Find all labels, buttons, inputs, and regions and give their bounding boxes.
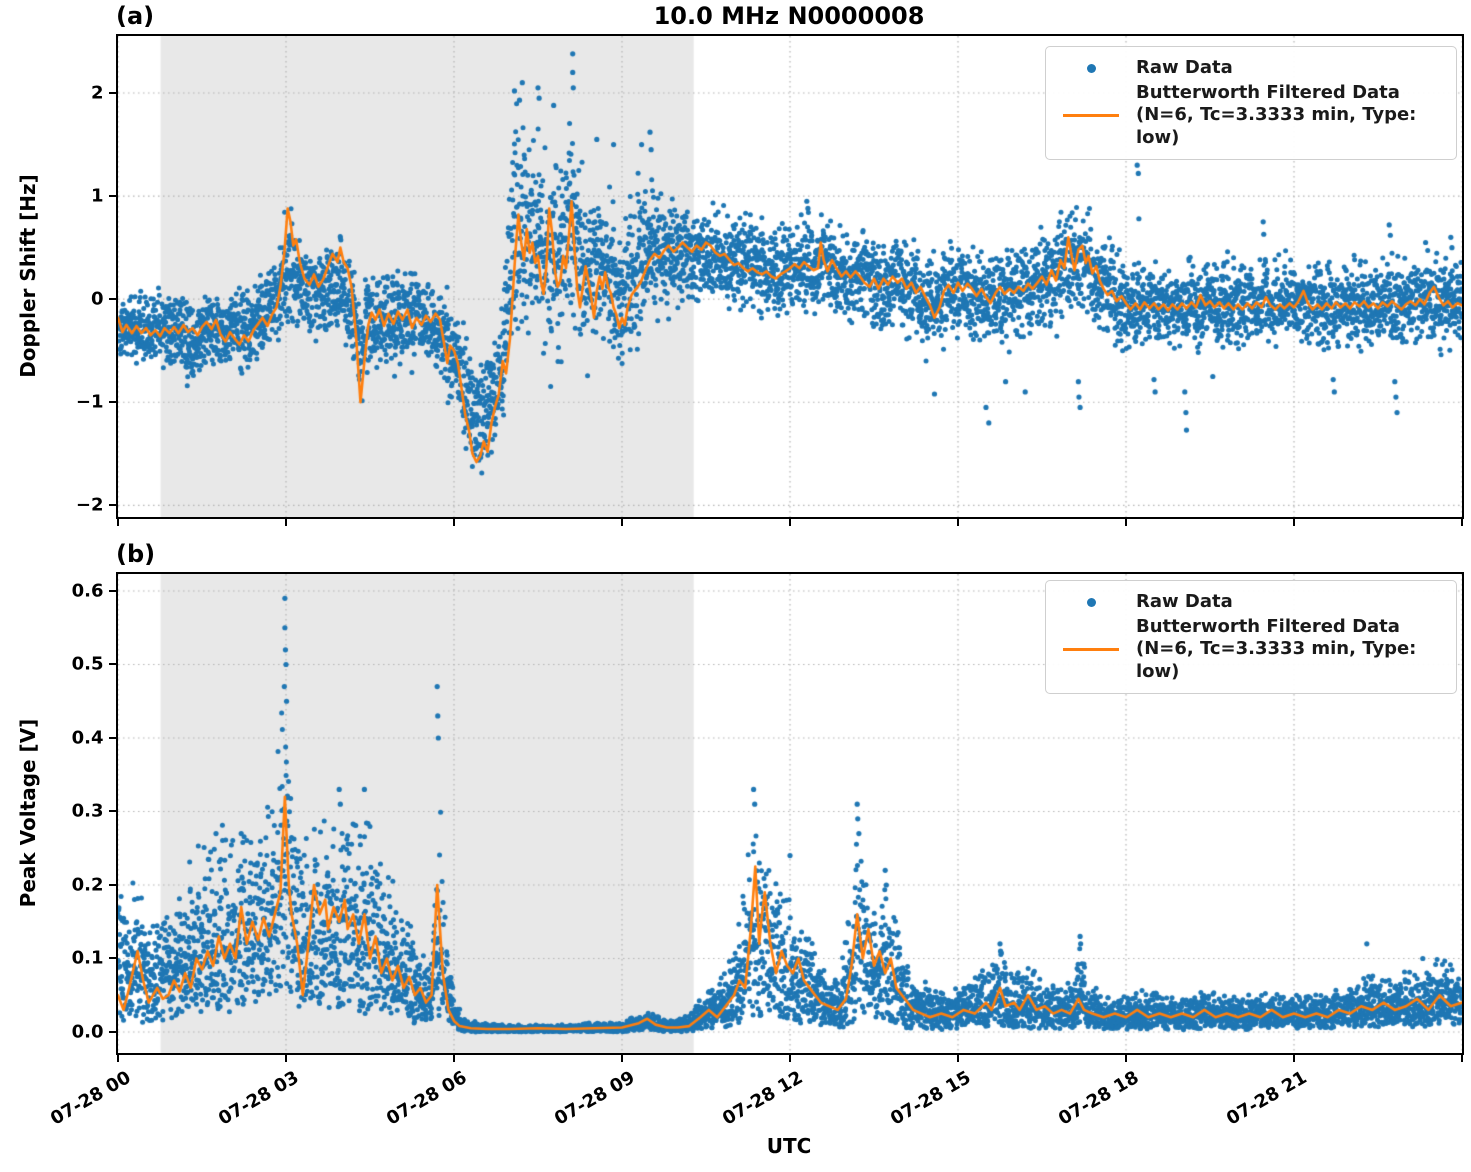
tick-mark bbox=[116, 1055, 119, 1062]
tick-mark bbox=[108, 883, 116, 886]
x-tick-label: 07-28 03 bbox=[214, 1067, 302, 1130]
y-tick-label-b: 0.4 bbox=[71, 727, 104, 749]
raw-data-marker-icon bbox=[1060, 597, 1122, 607]
legend-raw-label: Raw Data bbox=[1136, 57, 1233, 78]
x-axis-label: UTC bbox=[766, 1134, 812, 1158]
tick-mark bbox=[1460, 1055, 1463, 1062]
x-tick-label: 07-28 15 bbox=[886, 1067, 974, 1130]
y-tick-label-b: 0.2 bbox=[71, 874, 104, 896]
figure-title: 10.0 MHz N0000008 bbox=[653, 2, 925, 30]
legend-entry-filtered-data: Butterworth Filtered Data (N=6, Tc=3.333… bbox=[1060, 616, 1442, 684]
tick-mark bbox=[452, 1055, 455, 1062]
tick-mark bbox=[108, 298, 116, 301]
tick-mark bbox=[620, 519, 623, 526]
tick-mark bbox=[788, 519, 791, 526]
tick-mark bbox=[116, 519, 119, 526]
y-tick-label-a: 2 bbox=[90, 82, 104, 104]
tick-mark bbox=[1292, 519, 1295, 526]
y-tick-label-a: 0 bbox=[90, 288, 104, 310]
tick-mark bbox=[284, 519, 287, 526]
tick-mark bbox=[108, 736, 116, 739]
tick-mark bbox=[108, 810, 116, 813]
y-tick-label-b: 0.1 bbox=[71, 947, 104, 969]
legend-entry-raw-data: Raw Data bbox=[1060, 591, 1442, 614]
tick-mark bbox=[108, 589, 116, 592]
panel-b-label: (b) bbox=[116, 540, 156, 568]
raw-data-marker-icon bbox=[1060, 63, 1122, 73]
y-tick-label-b: 0.3 bbox=[71, 800, 104, 822]
tick-mark bbox=[108, 663, 116, 666]
legend-filtered-sublabel: (N=6, Tc=3.3333 min, Type: low) bbox=[1136, 104, 1417, 148]
legend-filtered-label: Butterworth Filtered Data bbox=[1136, 615, 1400, 637]
tick-mark bbox=[284, 1055, 287, 1062]
y-tick-label-b: 0.6 bbox=[71, 580, 104, 602]
x-tick-label: 07-28 09 bbox=[550, 1067, 638, 1130]
filtered-line-swatch-icon bbox=[1060, 113, 1122, 117]
panel-b-legend: Raw Data Butterworth Filtered Data (N=6,… bbox=[1045, 580, 1457, 694]
y-tick-label-a: 1 bbox=[90, 185, 104, 207]
tick-mark bbox=[956, 519, 959, 526]
tick-mark bbox=[1124, 519, 1127, 526]
legend-raw-label: Raw Data bbox=[1136, 591, 1233, 612]
tick-mark bbox=[620, 1055, 623, 1062]
panel-b-y-axis-label: Peak Voltage [V] bbox=[16, 718, 40, 908]
tick-mark bbox=[1292, 1055, 1295, 1062]
x-tick-label: 07-28 18 bbox=[1054, 1067, 1142, 1130]
x-tick-label: 07-28 00 bbox=[46, 1067, 134, 1130]
tick-mark bbox=[108, 195, 116, 198]
tick-mark bbox=[108, 1030, 116, 1033]
tick-mark bbox=[108, 504, 116, 507]
tick-mark bbox=[452, 519, 455, 526]
y-tick-label-b: 0.0 bbox=[71, 1021, 104, 1043]
legend-entry-filtered-data: Butterworth Filtered Data (N=6, Tc=3.333… bbox=[1060, 82, 1442, 150]
legend-filtered-label: Butterworth Filtered Data bbox=[1136, 81, 1400, 103]
tick-mark bbox=[788, 1055, 791, 1062]
tick-mark bbox=[108, 92, 116, 94]
tick-mark bbox=[1460, 519, 1463, 526]
panel-a-legend: Raw Data Butterworth Filtered Data (N=6,… bbox=[1045, 46, 1457, 160]
x-tick-label: 07-28 12 bbox=[718, 1067, 806, 1130]
tick-mark bbox=[108, 401, 116, 404]
y-tick-label-a: −2 bbox=[75, 494, 104, 516]
tick-mark bbox=[108, 957, 116, 960]
legend-filtered-sublabel: (N=6, Tc=3.3333 min, Type: low) bbox=[1136, 638, 1417, 682]
x-tick-label: 07-28 21 bbox=[1222, 1067, 1310, 1130]
y-tick-label-a: −1 bbox=[75, 391, 104, 413]
legend-entry-raw-data: Raw Data bbox=[1060, 57, 1442, 80]
x-tick-label: 07-28 06 bbox=[382, 1067, 470, 1130]
panel-a-label: (a) bbox=[116, 2, 155, 30]
y-tick-label-b: 0.5 bbox=[71, 653, 104, 675]
tick-mark bbox=[1124, 1055, 1127, 1062]
tick-mark bbox=[956, 1055, 959, 1062]
filtered-line-swatch-icon bbox=[1060, 647, 1122, 651]
panel-a-y-axis-label: Doppler Shift [Hz] bbox=[16, 174, 40, 378]
